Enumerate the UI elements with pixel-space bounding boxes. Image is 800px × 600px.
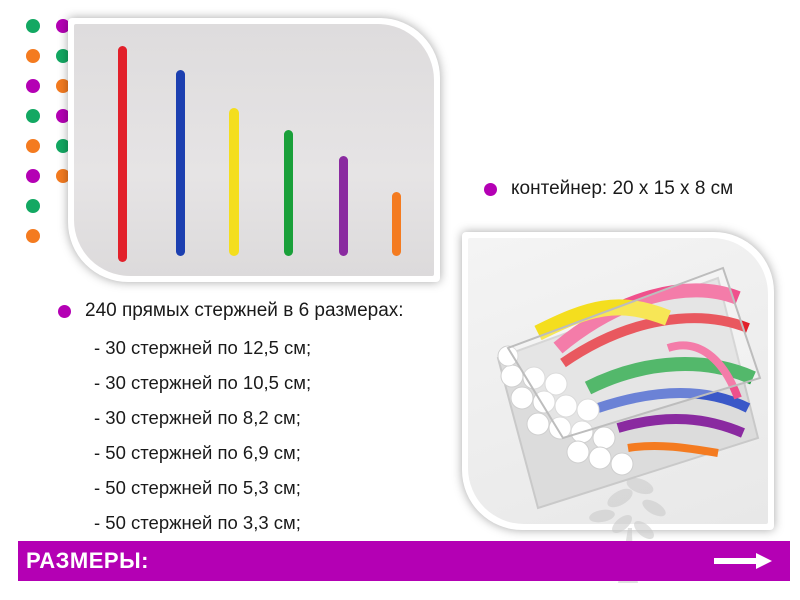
rod-yellow (229, 108, 239, 256)
list-item: - 50 стержней по 6,9 см; (94, 442, 301, 463)
dot-icon (56, 49, 70, 63)
rod-purple (339, 156, 348, 256)
dot-icon (26, 139, 40, 153)
container-illustration (496, 266, 762, 510)
dot-icon (26, 169, 40, 183)
list-item: - 50 стержней по 3,3 см; (94, 512, 301, 533)
dot-icon (56, 109, 70, 123)
rods-photo-background (74, 24, 434, 276)
footer-bar: РАЗМЕРЫ: (18, 541, 790, 581)
dot-icon (26, 19, 40, 33)
dot-icon (26, 49, 40, 63)
container-spec: контейнер: 20 х 15 х 8 см (484, 178, 733, 200)
list-item: - 30 стержней по 8,2 см; (94, 407, 301, 428)
bullet-icon (484, 182, 497, 196)
rod-sizes-list: - 30 стержней по 12,5 см; - 30 стержней … (94, 330, 311, 540)
dot-icon (26, 79, 40, 93)
list-item: - 30 стержней по 10,5 см; (94, 372, 312, 393)
dot-icon (56, 19, 70, 33)
list-item: - 50 стержней по 5,3 см; (94, 477, 301, 498)
container-spec-text: контейнер: 20 х 15 х 8 см (511, 178, 734, 199)
rods-photo (68, 18, 440, 282)
list-item: - 30 стержней по 12,5 см; (94, 337, 312, 358)
container-photo-background (468, 238, 768, 524)
rod-orange (392, 192, 401, 256)
dot-icon (26, 109, 40, 123)
rod-green (284, 130, 293, 256)
dot-icon (56, 79, 70, 93)
dot-icon (56, 169, 70, 183)
dot-icon (26, 229, 40, 243)
rods-spec: 240 прямых стержней в 6 размерах: (58, 300, 404, 322)
rod-blue (176, 70, 185, 256)
rods-spec-text: 240 прямых стержней в 6 размерах: (85, 300, 404, 321)
rod-red (118, 46, 127, 262)
container-photo (462, 232, 774, 530)
arrow-right-icon[interactable] (714, 553, 772, 569)
section-title: РАЗМЕРЫ: (26, 548, 149, 573)
dot-icon (56, 139, 70, 153)
dot-icon (26, 199, 40, 213)
bullet-icon (58, 304, 71, 318)
